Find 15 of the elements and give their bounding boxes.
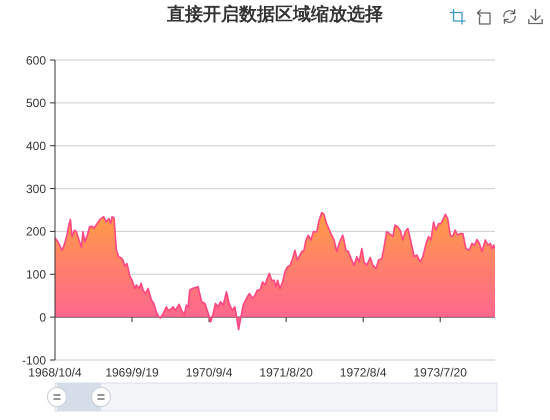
y-tick-label: 500 xyxy=(26,96,46,110)
y-tick-label: -100 xyxy=(22,353,46,368)
y-tick-label: 400 xyxy=(26,138,46,153)
x-tick-label: 1970/9/4 xyxy=(186,366,233,380)
y-tick-label: 100 xyxy=(26,268,46,282)
x-tick-label: 1968/10/4 xyxy=(28,366,82,380)
chart-title: 直接开启数据区域缩放选择 xyxy=(166,3,384,25)
x-tick-label: 1973/7/20 xyxy=(413,366,468,380)
y-tick-label: 600 xyxy=(26,53,46,68)
y-tick-label: 0 xyxy=(39,310,46,324)
y-tick-label: 300 xyxy=(26,182,46,196)
x-tick-label: 1972/8/4 xyxy=(340,366,387,380)
y-tick-label: 200 xyxy=(26,224,46,239)
x-tick-label: 1971/8/20 xyxy=(259,366,314,380)
x-tick-label: 1969/9/19 xyxy=(105,366,160,380)
